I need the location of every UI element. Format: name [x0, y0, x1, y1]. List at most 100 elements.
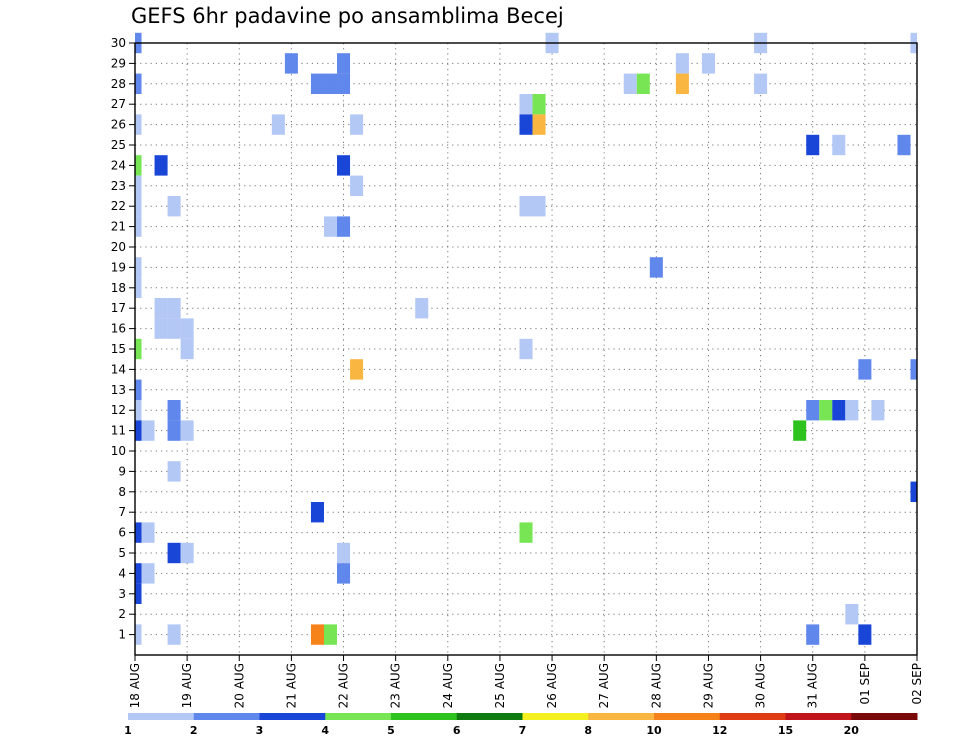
chart-title: GEFS 6hr padavine po ansamblima Becej: [131, 4, 564, 28]
x-axis: 18 AUG 19 AUG 20 AUG 21 AUG 22 AUG 23 AUG 24 A…: [128, 655, 924, 708]
y-tick-label: 28: [111, 77, 126, 91]
precip-cell: [415, 298, 429, 319]
precip-cell: [519, 338, 533, 360]
precip-cell: [167, 298, 181, 319]
y-tick-label: 4: [118, 566, 126, 580]
y-tick-label: 30: [111, 36, 126, 50]
precip-cell: [337, 216, 351, 237]
precip-cell: [141, 420, 155, 441]
colorbar-segment: [785, 713, 852, 720]
precip-cell: [180, 318, 194, 339]
y-tick-label: 14: [111, 362, 126, 376]
precip-cell: [323, 624, 338, 645]
precip-cell: [180, 542, 194, 564]
precip-cells: [135, 32, 917, 645]
colorbar-segment: [522, 713, 589, 720]
x-tick-label: 29 AUG: [701, 663, 715, 708]
y-tick-label: 13: [111, 383, 126, 397]
precip-cell: [135, 338, 142, 360]
y-tick-label: 10: [111, 444, 126, 458]
precip-cell: [649, 257, 663, 278]
precip-cell: [350, 175, 364, 196]
x-tick-label: 28 AUG: [649, 663, 663, 708]
colorbar-label: 7: [519, 724, 527, 737]
precip-cell: [135, 73, 142, 94]
y-tick-label: 11: [111, 424, 126, 438]
precip-cell: [135, 522, 142, 543]
colorbar-label: 4: [321, 724, 329, 737]
precip-cell: [154, 298, 168, 319]
colorbar-segment: [128, 713, 195, 720]
x-tick-label: 31 AUG: [806, 663, 820, 708]
precip-cell: [532, 196, 546, 217]
precip-cell: [845, 604, 859, 625]
precip-cell: [167, 400, 181, 421]
precip-cell: [754, 73, 768, 94]
y-tick-label: 17: [111, 301, 126, 315]
y-tick-label: 19: [111, 260, 126, 274]
y-tick-label: 24: [111, 158, 126, 172]
precip-cell: [675, 53, 689, 74]
precip-cell: [701, 53, 715, 74]
x-tick-label: 24 AUG: [441, 663, 455, 708]
precip-cell: [623, 73, 637, 94]
colorbar-label: 8: [584, 724, 592, 737]
precip-cell: [532, 114, 546, 135]
y-tick-label: 18: [111, 281, 126, 295]
precip-cell: [135, 624, 142, 645]
precip-cell: [910, 359, 917, 380]
precip-cell: [180, 420, 194, 441]
y-tick-label: 26: [111, 118, 126, 132]
x-tick-label: 22 AUG: [337, 663, 351, 708]
y-tick-label: 25: [111, 138, 126, 152]
precip-cell: [858, 624, 872, 645]
x-tick-label: 02 SEP: [910, 663, 924, 705]
colorbar-label: 12: [712, 724, 727, 737]
precip-cell: [793, 420, 807, 441]
precip-cell: [135, 114, 142, 135]
precip-cell: [337, 542, 351, 564]
precip-cell: [135, 583, 142, 604]
precip-cell: [167, 461, 181, 482]
y-axis: 1234567891011121314151617181920212223242…: [111, 36, 135, 642]
colorbar-segment: [193, 713, 260, 720]
precip-cell: [154, 318, 168, 339]
precip-cell: [271, 114, 285, 135]
colorbar-label: 5: [387, 724, 395, 737]
precip-cell: [135, 277, 142, 298]
precip-cell: [806, 400, 820, 421]
y-tick-label: 16: [111, 322, 126, 336]
precip-cell: [141, 522, 155, 543]
precip-cell: [135, 563, 142, 584]
precip-cell: [910, 481, 917, 502]
y-tick-label: 29: [111, 56, 126, 70]
colorbar-label: 10: [646, 724, 662, 737]
x-tick-label: 30 AUG: [754, 663, 768, 708]
precip-cell: [806, 624, 820, 645]
precip-cell: [858, 359, 872, 380]
precip-cell: [180, 338, 194, 360]
x-tick-label: 25 AUG: [493, 663, 507, 708]
precip-cell: [135, 216, 142, 237]
x-tick-label: 18 AUG: [128, 663, 142, 708]
precip-cell: [337, 563, 351, 584]
colorbar-label: 15: [778, 724, 793, 737]
precip-cell: [337, 73, 351, 94]
y-tick-label: 5: [118, 546, 126, 560]
precip-cell: [310, 73, 324, 94]
y-tick-label: 20: [111, 240, 126, 254]
y-tick-label: 6: [118, 526, 126, 540]
colorbar-segment: [456, 713, 523, 720]
y-tick-label: 7: [118, 505, 126, 519]
precip-cell: [897, 134, 911, 156]
precip-cell: [310, 624, 324, 645]
precip-cell: [135, 155, 142, 176]
precip-cell: [323, 73, 338, 94]
precip-cell: [167, 542, 181, 564]
precip-cell: [135, 196, 142, 217]
colorbar-segment: [588, 713, 655, 720]
precip-cell: [135, 420, 142, 441]
y-tick-label: 8: [118, 485, 126, 499]
precip-cell: [135, 257, 142, 278]
